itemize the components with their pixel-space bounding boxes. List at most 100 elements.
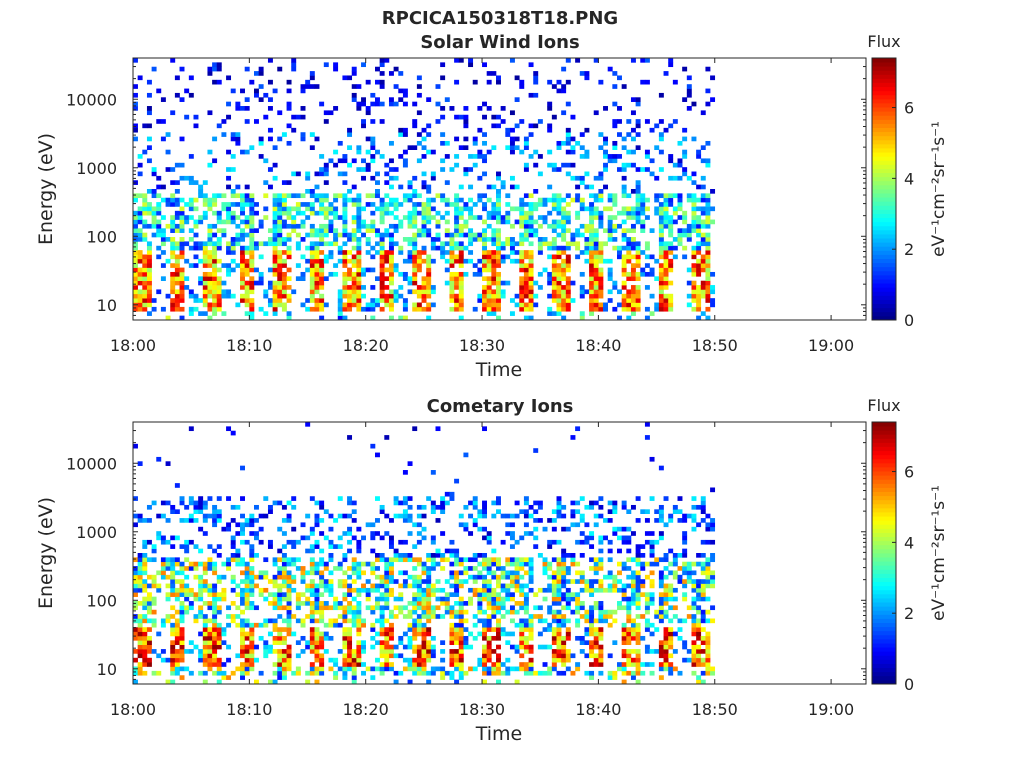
heatmap-cell [598,627,604,632]
heatmap-cell [440,193,446,199]
heatmap-cell [398,553,404,558]
heatmap-cell [551,557,557,563]
heatmap-cell [300,237,306,242]
heatmap-cell [514,583,520,589]
heatmap-cell [570,509,576,514]
heatmap-cell [309,75,315,81]
heatmap-cell [137,666,143,672]
heatmap-cell [509,223,515,229]
heatmap-cell [240,193,245,199]
heatmap-cell [412,193,418,199]
heatmap-cell [323,258,329,264]
heatmap-cell [621,184,627,190]
heatmap-cell [668,570,674,576]
heatmap-cell [375,531,380,536]
heatmap-cell [551,583,557,589]
heatmap-cell [514,241,520,247]
heatmap-cell [579,71,585,76]
heatmap-cell [356,618,362,624]
heatmap-cell [402,557,408,563]
heatmap-cell [240,631,245,637]
heatmap-cell [412,666,418,672]
heatmap-cell [528,280,534,286]
heatmap-cell [491,215,497,220]
heatmap-cell [309,640,315,645]
heatmap-cell [398,592,404,597]
heatmap-cell [412,644,418,650]
heatmap-cell [202,518,208,523]
heatmap-cell [654,206,660,212]
heatmap-cell [640,219,646,225]
heatmap-cell [561,237,567,242]
heatmap-cell [202,258,208,264]
heatmap-cell [509,666,515,672]
heatmap-cell [281,627,287,632]
heatmap-cell [626,605,632,611]
heatmap-cell [398,570,404,576]
heatmap-cell [207,202,213,207]
heatmap-cell [509,618,515,624]
heatmap-cell [170,280,176,286]
heatmap-cell [621,302,627,308]
heatmap-cell [537,154,543,159]
heatmap-cell [267,79,273,85]
heatmap-cell [500,293,506,299]
heatmap-cell [677,162,683,168]
heatmap-cell [342,202,348,207]
heatmap-cell [291,614,297,619]
heatmap-cell [486,666,492,672]
heatmap-cell [668,197,674,203]
heatmap-cell [640,167,646,172]
heatmap-cell [258,592,264,597]
heatmap-cell [491,71,497,76]
heatmap-cell [146,644,152,650]
heatmap-cell [533,189,539,194]
heatmap-cell [319,276,325,281]
heatmap-cell [295,653,301,659]
heatmap-cell [519,566,525,571]
heatmap-cell [193,306,199,312]
heatmap-cell [570,241,576,247]
heatmap-cell [179,666,185,672]
heatmap-cell [281,531,287,536]
heatmap-cell [458,640,464,645]
heatmap-cell [589,267,595,273]
heatmap-cell [370,548,376,554]
heatmap-cell [626,306,632,312]
heatmap-cell [370,101,376,107]
heatmap-cell [523,644,529,650]
heatmap-cell [188,496,194,501]
heatmap-cell [393,644,399,650]
heatmap-cell [174,579,180,584]
heatmap-cell [170,662,176,667]
heatmap-cell [412,522,418,528]
heatmap-cell [398,250,404,255]
heatmap-cell [370,267,376,273]
heatmap-cell [309,592,315,597]
heatmap-cell [230,618,236,624]
heatmap-cell [649,228,655,233]
heatmap-cell [328,223,334,229]
heatmap-cell [267,631,273,637]
heatmap-cell [575,175,581,181]
heatmap-cell [402,513,408,519]
heatmap-cell [286,583,292,589]
heatmap-cell [584,653,590,659]
heatmap-cell [295,666,301,672]
heatmap-cell [663,215,669,220]
heatmap-cell [137,267,143,273]
heatmap-cell [593,653,599,659]
heatmap-cell [658,223,664,229]
heatmap-cell [165,561,171,567]
heatmap-cell [635,184,641,190]
heatmap-cell [575,592,581,597]
heatmap-cell [621,145,627,150]
heatmap-cell [519,210,525,216]
heatmap-cell [440,158,446,164]
heatmap-cell [435,223,441,229]
heatmap-cell [426,587,432,593]
heatmap-cell [384,570,390,576]
heatmap-cell [244,583,250,589]
heatmap-cell [710,189,716,194]
heatmap-cell [621,500,627,506]
